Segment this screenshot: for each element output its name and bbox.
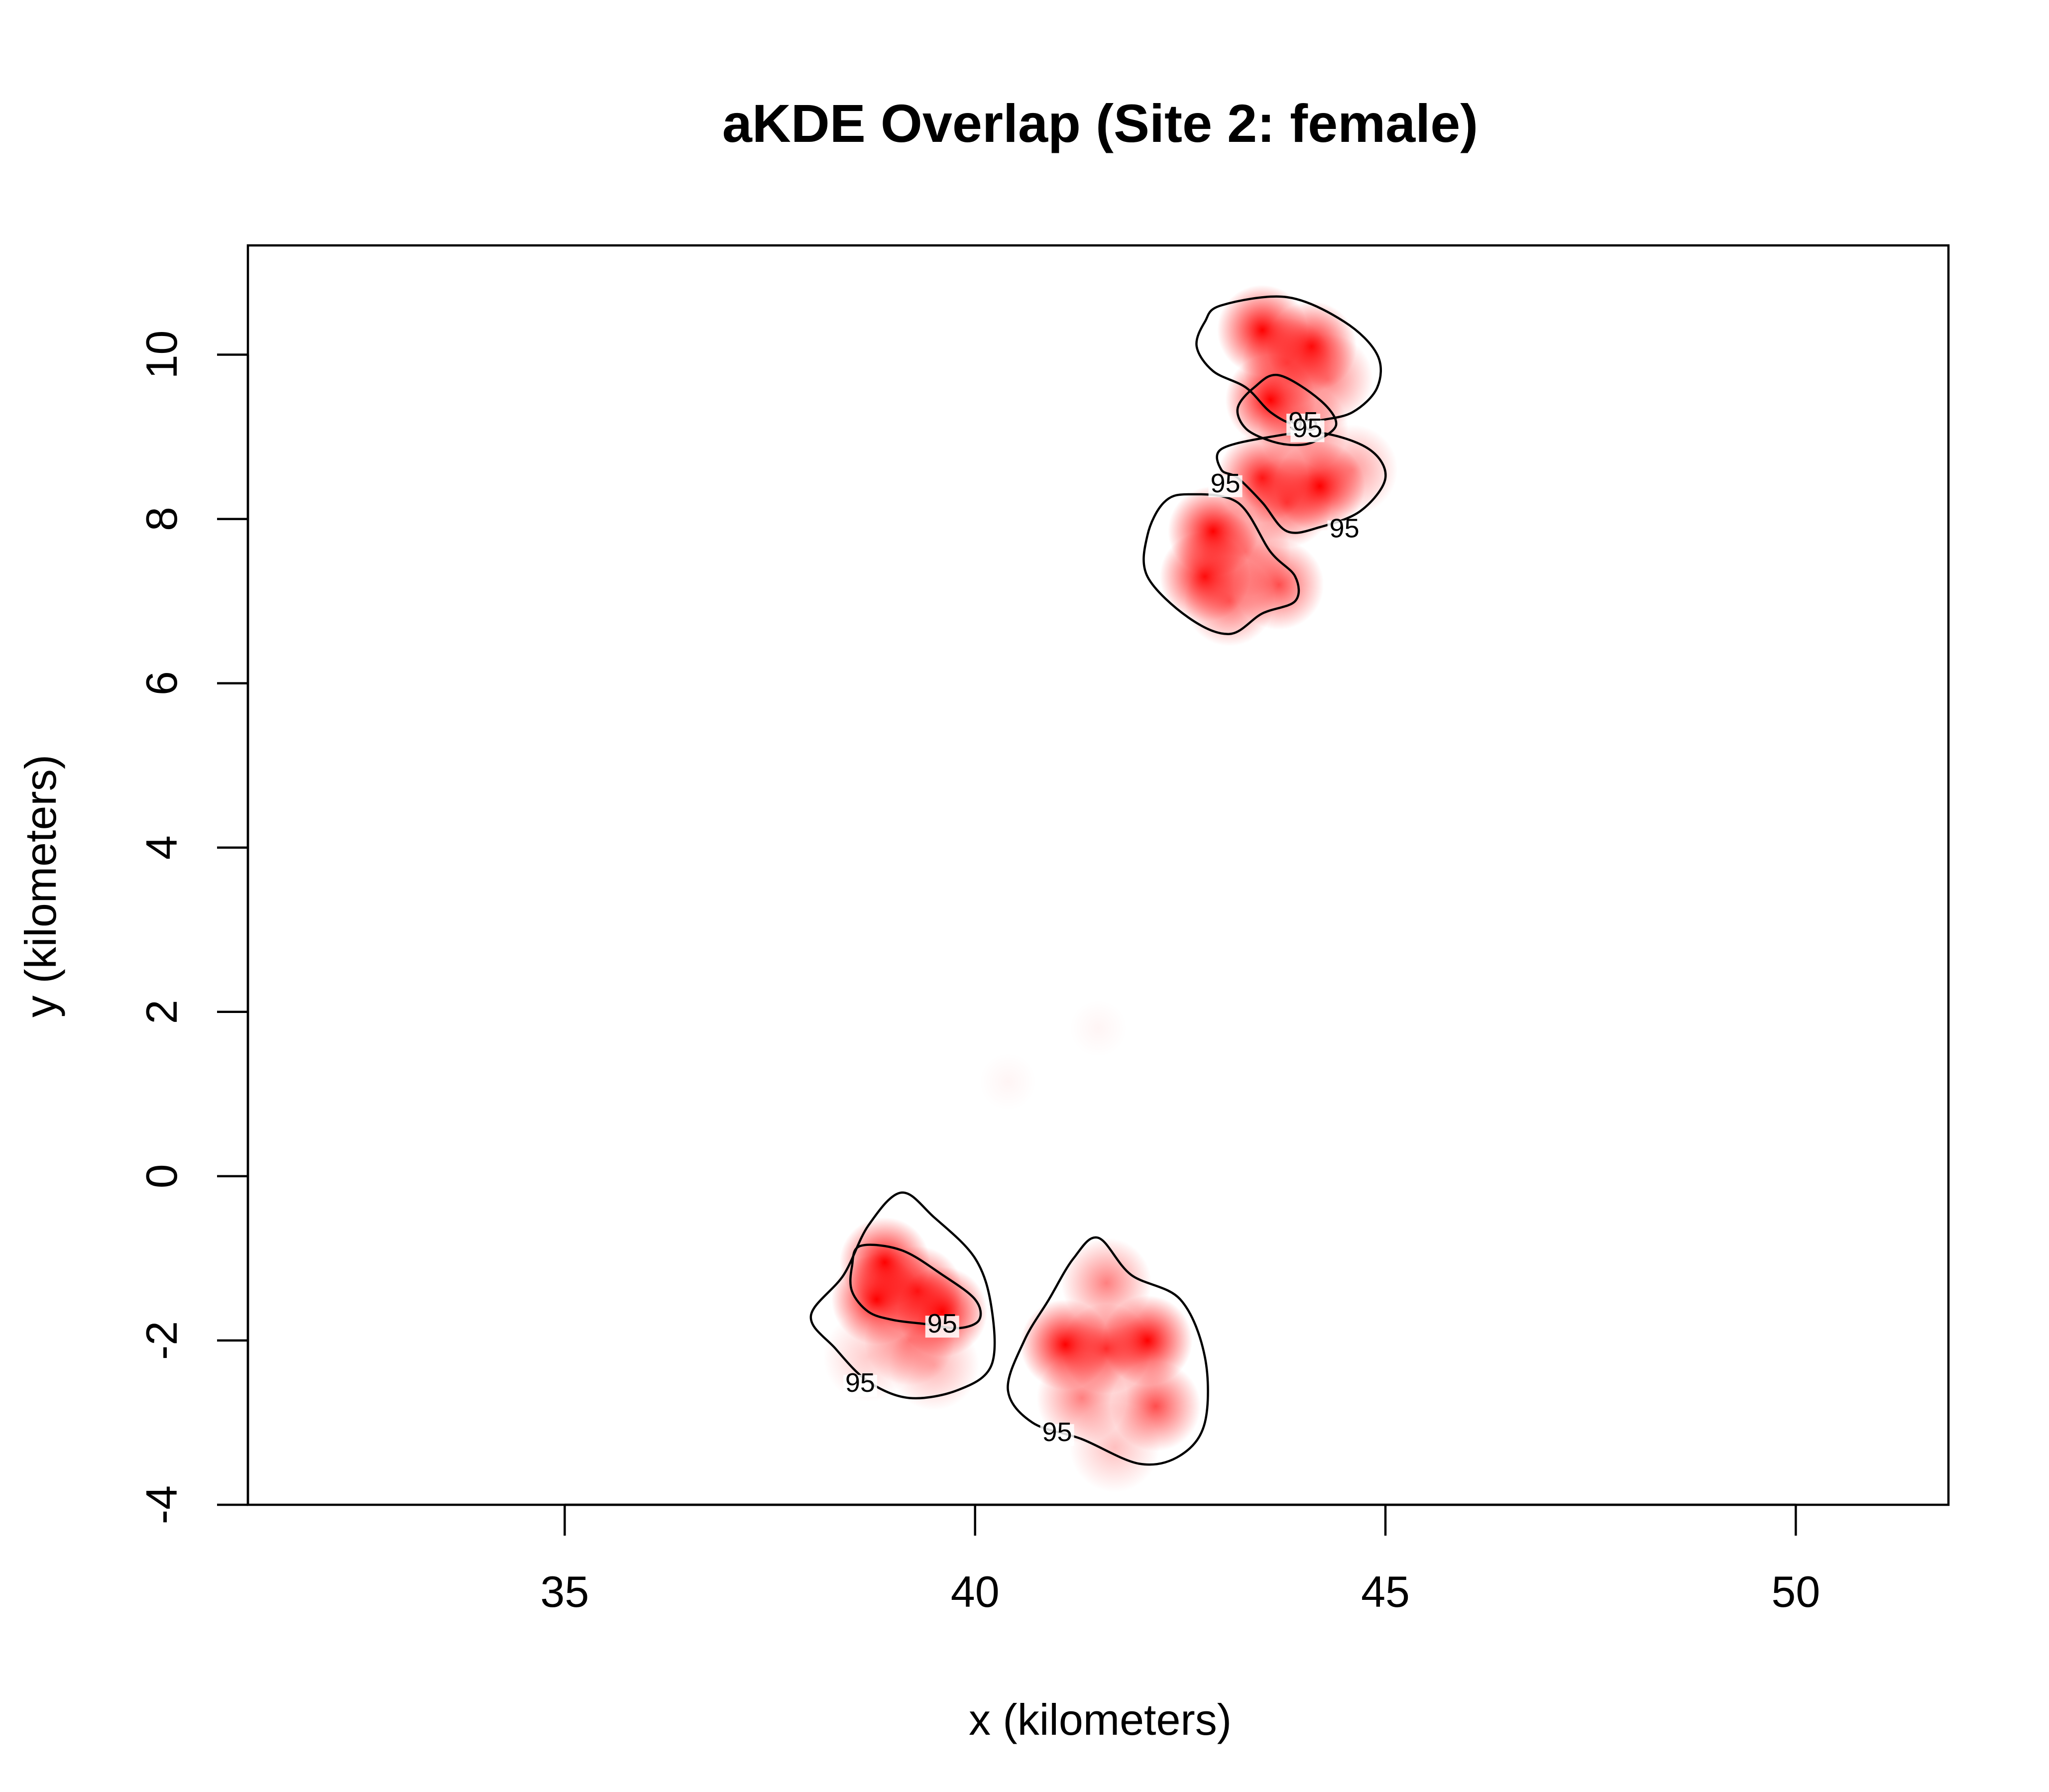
contour-label-bg [1327,520,1362,543]
density-layer [823,285,1398,1493]
contour-label-bg [925,1316,959,1338]
contour-95-line [1142,493,1300,635]
x-axis-label: x (kilometers) [969,1695,1232,1744]
contour-95-line [1007,1236,1209,1466]
x-axis: 35 40 45 50 [540,1503,1820,1616]
y-tick-label: -4 [137,1485,186,1524]
density-hotspot [1069,1402,1160,1493]
y-tick-label: 4 [137,835,186,860]
y-tick-label: -2 [137,1321,186,1360]
x-tick-label: 45 [1361,1567,1410,1616]
density-hotspot [979,1053,1037,1111]
contour-label-bg [1290,420,1325,443]
contour-label: 95 [1292,413,1322,443]
contour-95-line [809,1191,996,1400]
x-tick-label: 40 [951,1567,1000,1616]
contour-label: 95 [1042,1417,1072,1447]
contour-label: 95 [1330,514,1360,544]
y-tick-label: 8 [137,507,186,531]
contour-label: 95 [1211,468,1241,498]
y-axis-label: y (kilometers) [16,755,65,1017]
contour-label: 95 [927,1309,957,1339]
y-tick-label: 6 [137,671,186,695]
contour-layer: 95959595959595 [809,295,1387,1466]
contour-95-line [1236,373,1338,447]
contour-label: 95 [845,1368,875,1398]
chart-title: aKDE Overlap (Site 2: female) [722,93,1479,153]
contour-label-bg [1040,1424,1074,1446]
y-tick-label: 0 [137,1164,186,1188]
density-hotspot [1069,1000,1127,1057]
density-hotspot [1061,1237,1152,1329]
contour-label-bg [1208,475,1243,497]
density-hotspot [889,1320,979,1411]
x-tick-label: 35 [540,1567,589,1616]
y-axis: -4 -2 0 2 4 6 8 10 [137,331,249,1524]
contour-label-bg [843,1374,877,1397]
density-hotspot [1201,506,1291,597]
y-tick-label: 2 [137,1000,186,1024]
x-tick-label: 50 [1771,1567,1820,1616]
y-tick-label: 10 [137,331,186,379]
